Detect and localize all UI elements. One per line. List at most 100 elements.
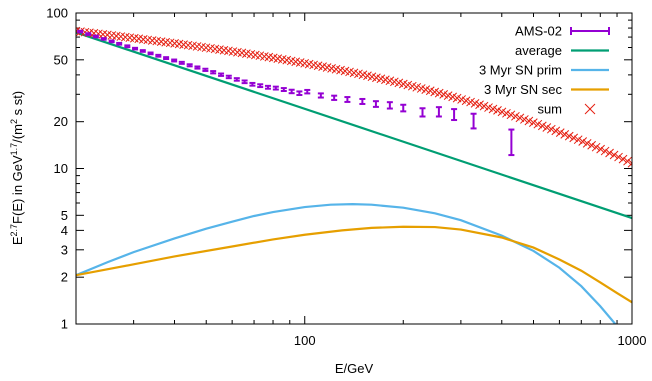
ams-data-point bbox=[249, 81, 256, 87]
ams-data-point bbox=[508, 128, 515, 157]
sum-point bbox=[591, 142, 601, 152]
y-tick-label: 2 bbox=[61, 270, 68, 285]
y-label-sup-1: 2.7 bbox=[9, 224, 19, 237]
y-tick-label: 20 bbox=[54, 114, 68, 129]
sum-point bbox=[564, 131, 574, 141]
ams-data-point bbox=[155, 53, 162, 58]
ams-data-point bbox=[344, 96, 351, 103]
y-tick-label: 100 bbox=[46, 6, 68, 21]
plot-area bbox=[76, 26, 632, 324]
y-label-part-2: F(E) in GeV bbox=[10, 155, 25, 224]
ams-data-point bbox=[359, 97, 366, 105]
ams-data-point bbox=[470, 112, 477, 130]
y-tick-label: 10 bbox=[54, 161, 68, 176]
series-line-average bbox=[76, 31, 632, 220]
legend-label: average bbox=[515, 43, 562, 58]
y-label-part-4: s st) bbox=[10, 91, 25, 119]
ams-data-point bbox=[372, 100, 379, 108]
sum-point bbox=[609, 150, 619, 160]
legend-item: sum bbox=[537, 102, 596, 117]
ams-data-point bbox=[186, 63, 193, 68]
ams-data-point bbox=[202, 67, 209, 72]
y-tick-label: 4 bbox=[61, 223, 68, 238]
sum-point bbox=[542, 123, 552, 132]
sum-point bbox=[560, 129, 570, 139]
sum-point bbox=[551, 126, 561, 136]
ams-data-point bbox=[77, 29, 84, 34]
sum-point bbox=[623, 156, 632, 166]
series-line-3-myr-sn-prim bbox=[76, 203, 617, 324]
sum-point bbox=[614, 152, 623, 162]
ams-data-point bbox=[178, 60, 185, 65]
y-tick-labels: 1 2 3 45 10 20 50 100 bbox=[46, 6, 68, 332]
series-line-3-myr-sn-sec bbox=[76, 225, 632, 304]
ams-data-point bbox=[304, 88, 311, 95]
x-axis-label: E/GeV bbox=[335, 361, 374, 376]
sum-point bbox=[524, 116, 534, 126]
y-tick-label: 1 bbox=[61, 317, 68, 332]
ams-data-point bbox=[317, 92, 324, 99]
ams-data-point bbox=[132, 46, 139, 51]
axis-ticks bbox=[75, 12, 633, 325]
sum-point bbox=[582, 139, 592, 148]
y-label-sup-3: 2 bbox=[9, 119, 19, 124]
legend-item: average bbox=[515, 43, 609, 58]
ams-data-point bbox=[85, 32, 92, 36]
ams-data-point bbox=[233, 77, 240, 82]
legend-item: 3 Myr SN sec bbox=[484, 82, 609, 97]
ams-data-point bbox=[100, 37, 107, 41]
y-tick-label: 3 bbox=[61, 242, 68, 257]
series-layer bbox=[76, 26, 632, 324]
x-tick-labels: 100 1000 bbox=[294, 333, 647, 348]
legend-swatch bbox=[570, 27, 610, 35]
ams-data-point bbox=[92, 34, 99, 39]
sum-point bbox=[618, 154, 628, 164]
sum-point bbox=[596, 144, 605, 154]
legend-label: sum bbox=[537, 102, 562, 117]
y-label-part-3: /(m bbox=[10, 124, 25, 143]
plot-frame bbox=[75, 12, 633, 325]
sum-point bbox=[520, 115, 529, 124]
ams-data-point bbox=[257, 83, 264, 89]
ams-data-point bbox=[116, 41, 123, 46]
ams-data-point bbox=[210, 70, 217, 75]
y-label-part-1: E bbox=[10, 236, 25, 245]
y-tick-label: 5 bbox=[61, 208, 68, 223]
legend-label: 3 Myr SN prim bbox=[479, 63, 562, 78]
ams-data-point bbox=[451, 108, 458, 122]
x-tick-label: 100 bbox=[294, 333, 316, 348]
ams-data-point bbox=[435, 106, 442, 118]
legend-item: AMS-02 bbox=[515, 24, 610, 39]
ams-data-point bbox=[147, 51, 154, 56]
y-label-sup-2: 1.7 bbox=[9, 143, 19, 156]
sum-point bbox=[546, 124, 556, 134]
x-tick-label: 1000 bbox=[618, 333, 647, 348]
sum-point bbox=[578, 137, 588, 146]
sum-point bbox=[533, 119, 543, 129]
sum-point bbox=[537, 121, 547, 131]
sum-point bbox=[555, 128, 565, 137]
legend-item: 3 Myr SN prim bbox=[479, 63, 609, 78]
ams-data-point bbox=[280, 87, 287, 93]
y-axis-label: E2.7F(E) in GeV1.7/(m2 s st) bbox=[9, 91, 25, 245]
sum-point bbox=[605, 148, 614, 158]
ams-data-point bbox=[272, 85, 279, 91]
sum-point bbox=[600, 146, 610, 156]
ams-data-point bbox=[194, 65, 201, 70]
ams-data-point bbox=[264, 84, 271, 90]
y-tick-label: 50 bbox=[54, 52, 68, 67]
ams-data-point bbox=[400, 103, 407, 113]
ams-data-point bbox=[124, 44, 131, 49]
legend-label: 3 Myr SN sec bbox=[484, 82, 563, 97]
sum-point bbox=[529, 118, 538, 127]
sum-point bbox=[569, 133, 579, 143]
ams-data-point bbox=[419, 107, 426, 118]
ams-data-point bbox=[241, 79, 248, 85]
sum-point bbox=[587, 140, 596, 150]
sum-point bbox=[573, 135, 583, 145]
ams-data-point bbox=[171, 58, 178, 63]
ams-data-point bbox=[288, 88, 295, 95]
ams-data-point bbox=[108, 39, 115, 44]
legend: AMS-02 average 3 Myr SN prim 3 Myr SN sec su… bbox=[479, 24, 610, 117]
